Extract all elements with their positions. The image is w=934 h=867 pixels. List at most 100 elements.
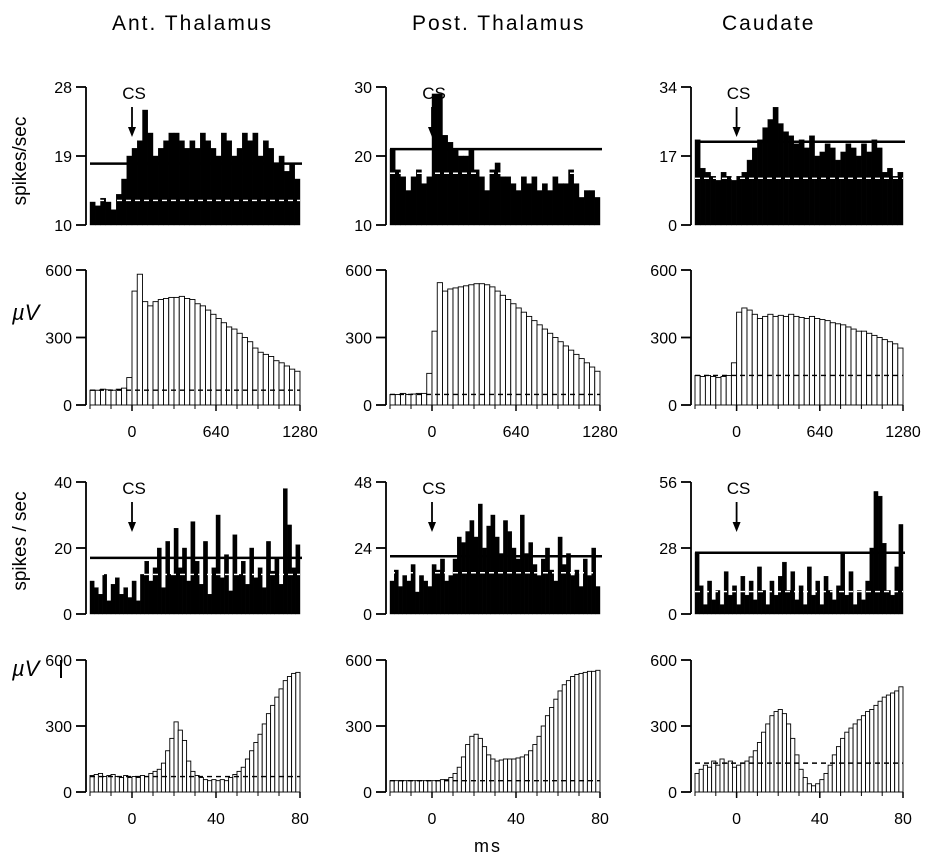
panel8-bar bbox=[423, 580, 429, 615]
panel11-bar bbox=[798, 768, 804, 793]
panel1-bar bbox=[236, 332, 243, 406]
panel1-bar bbox=[142, 301, 149, 406]
panel10-bar bbox=[744, 594, 750, 615]
panel5-bar bbox=[824, 320, 831, 406]
panel4-bar bbox=[856, 155, 862, 226]
panel4-bar bbox=[871, 139, 878, 226]
panel8-bar bbox=[482, 547, 487, 615]
panel0-bar bbox=[221, 132, 227, 226]
panel7-bar bbox=[265, 713, 272, 793]
panel8-bar bbox=[398, 586, 403, 615]
panel8-bar bbox=[494, 536, 500, 615]
panel2-bar bbox=[500, 176, 506, 226]
panel4-y-tick-label: 17 bbox=[659, 149, 677, 166]
panel1-bar bbox=[105, 389, 112, 406]
panel10-bar bbox=[740, 576, 746, 615]
panel2-bar bbox=[484, 190, 490, 226]
panel9-bar bbox=[532, 744, 538, 793]
y-label-uv-top: µV bbox=[12, 300, 40, 325]
panel6-bar bbox=[278, 584, 284, 615]
panel3-bar bbox=[557, 341, 564, 406]
panel6-bar bbox=[131, 580, 137, 615]
panel4-bar bbox=[752, 147, 758, 226]
panel3-bar bbox=[510, 303, 517, 406]
panel7-bar bbox=[177, 729, 183, 793]
panel1-bar bbox=[231, 328, 238, 406]
panel3-bar bbox=[478, 283, 485, 406]
panel3-bar bbox=[547, 332, 554, 406]
panel4-y-tick-label: 0 bbox=[668, 218, 677, 235]
panel7-bar bbox=[202, 779, 209, 793]
panel6-bar bbox=[156, 547, 162, 615]
panel0-bar bbox=[89, 201, 96, 226]
panel11-bar bbox=[777, 709, 783, 793]
panel4-cs-arrow-head bbox=[732, 127, 741, 137]
panel7-bar bbox=[118, 777, 125, 793]
panel5-bar bbox=[819, 319, 826, 406]
panel3-bar bbox=[421, 392, 428, 406]
panel1-y-tick-label: 300 bbox=[45, 331, 72, 348]
panel1-y-tick-label: 0 bbox=[63, 398, 72, 415]
panel3-bar bbox=[531, 320, 538, 406]
panel11-bar bbox=[848, 727, 854, 793]
panel11-bar bbox=[773, 711, 779, 793]
panel0-bar bbox=[121, 178, 127, 226]
panel8-bar bbox=[419, 575, 424, 615]
panel10-bar bbox=[769, 580, 775, 615]
panel3-bar bbox=[457, 286, 464, 406]
panel11-bar bbox=[881, 696, 887, 793]
panel8-y-tick-label: 48 bbox=[354, 475, 372, 492]
panel10-bar bbox=[703, 604, 708, 615]
panel6-bar bbox=[110, 584, 116, 615]
panel11-bar bbox=[856, 719, 862, 793]
panel9-bar bbox=[406, 780, 412, 793]
panel1-bar bbox=[163, 298, 170, 406]
panel6-bar bbox=[106, 600, 112, 615]
panel2-y-tick-label: 20 bbox=[354, 149, 372, 166]
panel3-bar bbox=[526, 315, 533, 406]
panel5-bar bbox=[803, 318, 810, 406]
panel2-bar bbox=[568, 169, 574, 226]
panel11-bar bbox=[865, 711, 871, 793]
panel1-bar bbox=[100, 388, 107, 406]
panel8-bar bbox=[402, 575, 408, 615]
panel2-bar bbox=[395, 169, 401, 226]
panel5-bar bbox=[725, 375, 732, 406]
panel8-bar bbox=[473, 536, 479, 615]
panel2-bar bbox=[552, 176, 559, 226]
panel5-bar bbox=[751, 313, 758, 406]
panel11-bar bbox=[740, 762, 746, 793]
panel10-bar bbox=[898, 524, 904, 615]
panel4-bar bbox=[715, 180, 722, 226]
panel7-bar bbox=[223, 780, 230, 793]
panel0-bar bbox=[242, 132, 248, 226]
panel10-bar bbox=[782, 561, 787, 615]
panel10-bar bbox=[719, 604, 725, 615]
panel8-bar bbox=[587, 575, 592, 615]
panel10-bar bbox=[877, 495, 883, 615]
panel8-bar bbox=[436, 569, 441, 615]
panel9-bar bbox=[586, 670, 593, 793]
panel8-bar bbox=[406, 580, 412, 615]
panel3-bar bbox=[463, 285, 470, 406]
panel11-bar bbox=[806, 783, 812, 793]
panel3-bar bbox=[589, 366, 596, 406]
panel1-bar bbox=[226, 326, 233, 406]
panel2-bar bbox=[463, 155, 469, 226]
panel9-bar bbox=[557, 690, 563, 793]
panel1-bar bbox=[178, 295, 185, 406]
panel8-bar bbox=[452, 558, 458, 615]
panel0-y-tick-label: 19 bbox=[54, 149, 72, 166]
panel4-bar bbox=[726, 176, 732, 226]
panel3-bar bbox=[520, 311, 527, 406]
panel9-bar bbox=[393, 780, 399, 793]
panel11-bar bbox=[769, 715, 775, 793]
panel9-bar bbox=[452, 772, 458, 793]
panel1-bar bbox=[215, 318, 222, 406]
panel1-bar bbox=[131, 290, 138, 406]
panel5-bar bbox=[777, 314, 784, 406]
panel5-bar bbox=[829, 322, 836, 406]
panel5-bar bbox=[860, 330, 868, 406]
panel11-bar bbox=[827, 764, 833, 793]
panel4-bar bbox=[767, 119, 774, 226]
